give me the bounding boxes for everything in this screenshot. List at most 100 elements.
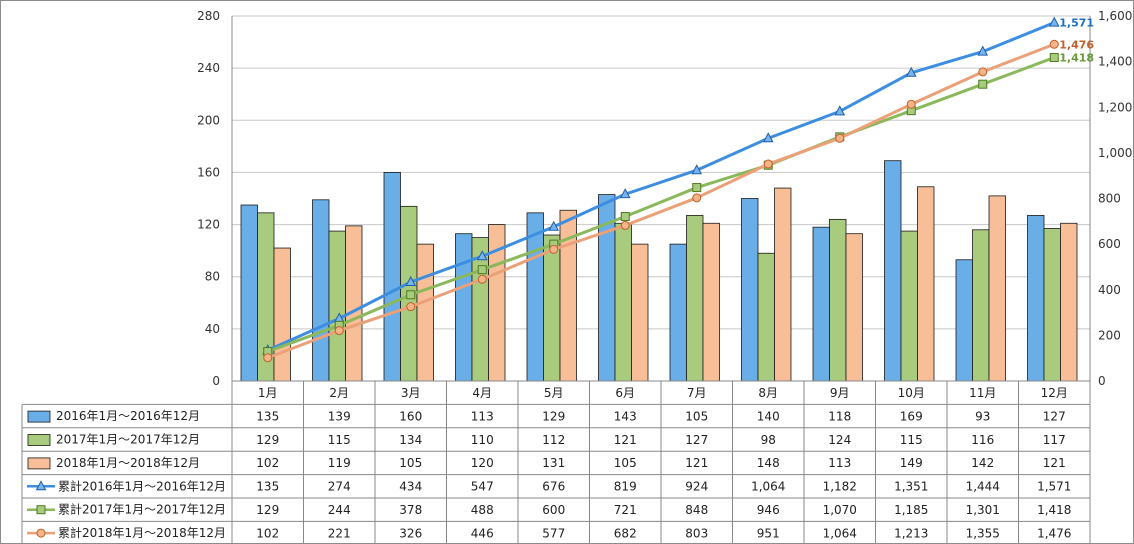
bar (741, 198, 759, 382)
table-cell: 924 (685, 480, 708, 494)
table-cell: 113 (828, 456, 851, 470)
bar (686, 215, 704, 382)
point-marker (263, 353, 273, 363)
point-marker (477, 274, 487, 284)
table-cell: 135 (256, 480, 279, 494)
table-cell: 326 (399, 526, 422, 540)
table-cell: 142 (971, 456, 994, 470)
y-left-tick-label: 280 (197, 9, 220, 23)
point-marker (905, 66, 917, 77)
y-right-tick-label: 600 (1098, 237, 1121, 251)
y-left-tick-label: 240 (197, 61, 220, 75)
bar (829, 218, 847, 382)
table-cell: 1,476 (1037, 526, 1071, 540)
x-tick-label: 5月 (544, 386, 564, 400)
legend-key (27, 457, 51, 470)
table-cell: 127 (1043, 409, 1066, 423)
table-cell: 244 (328, 503, 351, 517)
x-tick-label: 2月 (329, 386, 349, 400)
bar (614, 222, 632, 382)
x-tick-label: 1月 (258, 386, 278, 400)
table-cell: 115 (328, 433, 351, 447)
point-marker (763, 159, 773, 169)
table-cell: 676 (542, 480, 565, 494)
bar (972, 229, 990, 382)
table-cell: 848 (685, 503, 708, 517)
point-marker (334, 326, 344, 336)
table-cell: 682 (614, 526, 637, 540)
bar (1060, 222, 1078, 382)
x-tick-label: 9月 (830, 386, 850, 400)
x-tick-label: 10月 (898, 386, 925, 400)
end-data-label: 1,476 (1059, 38, 1094, 51)
y-right-tick-label: 1,400 (1098, 55, 1132, 69)
table-cell: 110 (471, 433, 494, 447)
point-marker (477, 265, 487, 275)
table-cell: 577 (542, 526, 565, 540)
legend-key (27, 410, 51, 423)
bar (273, 247, 291, 382)
table-cell: 160 (399, 409, 422, 423)
x-tick-label: 3月 (401, 386, 421, 400)
y-right-tick-label: 200 (1098, 328, 1121, 342)
legend-marker (36, 505, 46, 515)
point-marker (1048, 16, 1060, 27)
legend-marker (35, 480, 47, 491)
y-right-tick-label: 1,200 (1098, 100, 1132, 114)
bar (416, 243, 434, 382)
point-marker (835, 133, 845, 143)
y-right-tick-label: 1,000 (1098, 146, 1132, 160)
y-left-tick-label: 0 (212, 374, 220, 388)
table-cell: 134 (399, 433, 422, 447)
table-cell: 93 (975, 409, 990, 423)
bar (345, 225, 363, 382)
point-marker (620, 220, 630, 230)
point-marker (548, 220, 560, 231)
table-cell: 1,444 (966, 480, 1000, 494)
y-right-tick-label: 1,600 (1098, 9, 1132, 23)
table-cell: 1,185 (894, 503, 928, 517)
x-tick-label: 7月 (687, 386, 707, 400)
table-cell: 105 (614, 456, 637, 470)
point-marker (978, 67, 988, 77)
table-cell: 1,182 (823, 480, 857, 494)
table-cell: 221 (328, 526, 351, 540)
point-marker (692, 183, 702, 193)
table-cell: 1,571 (1037, 480, 1071, 494)
table-cell: 120 (471, 456, 494, 470)
table-cell: 946 (757, 503, 780, 517)
table-cell: 819 (614, 480, 637, 494)
y-left-tick-label: 80 (205, 270, 220, 284)
table-cell: 118 (828, 409, 851, 423)
table-cell: 547 (471, 480, 494, 494)
point-marker (406, 302, 416, 312)
point-marker (406, 290, 416, 300)
series-line (267, 56, 1055, 353)
table-cell: 1,213 (894, 526, 928, 540)
bar (900, 230, 918, 382)
bar (884, 160, 902, 382)
legend-label: 2017年1月～2017年12月 (56, 433, 200, 447)
bar (845, 233, 863, 382)
table-cell: 378 (399, 503, 422, 517)
bar (757, 252, 775, 382)
table-cell: 105 (685, 409, 708, 423)
table-cell: 140 (757, 409, 780, 423)
bar (774, 187, 792, 382)
point-marker (1049, 39, 1059, 49)
table-cell: 1,351 (894, 480, 928, 494)
bar (543, 234, 561, 382)
x-tick-label: 8月 (758, 386, 778, 400)
x-tick-label: 6月 (615, 386, 635, 400)
point-marker (834, 105, 846, 116)
x-tick-label: 11月 (969, 386, 996, 400)
table-cell: 149 (900, 456, 923, 470)
bar (1027, 215, 1045, 382)
bar (455, 233, 473, 382)
table-cell: 1,064 (751, 480, 785, 494)
end-data-label: 1,418 (1059, 52, 1094, 65)
table-cell: 121 (614, 433, 637, 447)
legend-key (27, 434, 51, 446)
table-cell: 139 (328, 409, 351, 423)
table-cell: 1,064 (823, 526, 857, 540)
